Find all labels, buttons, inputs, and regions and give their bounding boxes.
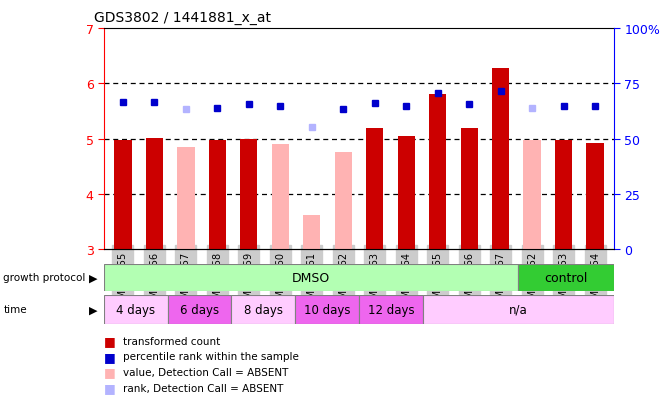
- Bar: [295, 295, 359, 324]
- Text: value, Detection Call = ABSENT: value, Detection Call = ABSENT: [123, 367, 288, 377]
- Text: control: control: [544, 271, 588, 284]
- Text: ■: ■: [104, 350, 116, 363]
- Bar: [231, 295, 295, 324]
- Bar: [555, 141, 572, 250]
- Text: ■: ■: [104, 381, 116, 394]
- Bar: [104, 295, 168, 324]
- Text: ■: ■: [104, 366, 116, 379]
- Bar: [519, 264, 614, 291]
- Text: 6 days: 6 days: [180, 303, 219, 316]
- Bar: [272, 145, 289, 250]
- Bar: [303, 216, 321, 250]
- Bar: [397, 137, 415, 250]
- Bar: [209, 141, 226, 250]
- Text: rank, Detection Call = ABSENT: rank, Detection Call = ABSENT: [123, 383, 283, 393]
- Bar: [240, 140, 258, 250]
- Bar: [366, 129, 383, 250]
- Text: ▶: ▶: [89, 305, 98, 315]
- Text: 4 days: 4 days: [116, 303, 156, 316]
- Text: growth protocol: growth protocol: [3, 273, 86, 283]
- Text: 10 days: 10 days: [304, 303, 350, 316]
- Bar: [460, 128, 478, 250]
- Text: GDS3802 / 1441881_x_at: GDS3802 / 1441881_x_at: [94, 11, 271, 25]
- Text: transformed count: transformed count: [123, 336, 220, 346]
- Text: ■: ■: [104, 334, 116, 347]
- Text: ▶: ▶: [89, 273, 98, 283]
- Text: 12 days: 12 days: [368, 303, 414, 316]
- Text: percentile rank within the sample: percentile rank within the sample: [123, 351, 299, 361]
- Bar: [177, 148, 195, 250]
- Bar: [429, 95, 446, 250]
- Bar: [586, 143, 604, 250]
- Text: 8 days: 8 days: [244, 303, 283, 316]
- Bar: [104, 264, 519, 291]
- Bar: [168, 295, 231, 324]
- Bar: [492, 69, 509, 250]
- Bar: [423, 295, 614, 324]
- Bar: [335, 153, 352, 250]
- Bar: [146, 139, 163, 250]
- Bar: [523, 141, 541, 250]
- Bar: [359, 295, 423, 324]
- Text: DMSO: DMSO: [292, 271, 330, 284]
- Text: n/a: n/a: [509, 303, 527, 316]
- Text: time: time: [3, 305, 27, 315]
- Bar: [114, 140, 132, 250]
